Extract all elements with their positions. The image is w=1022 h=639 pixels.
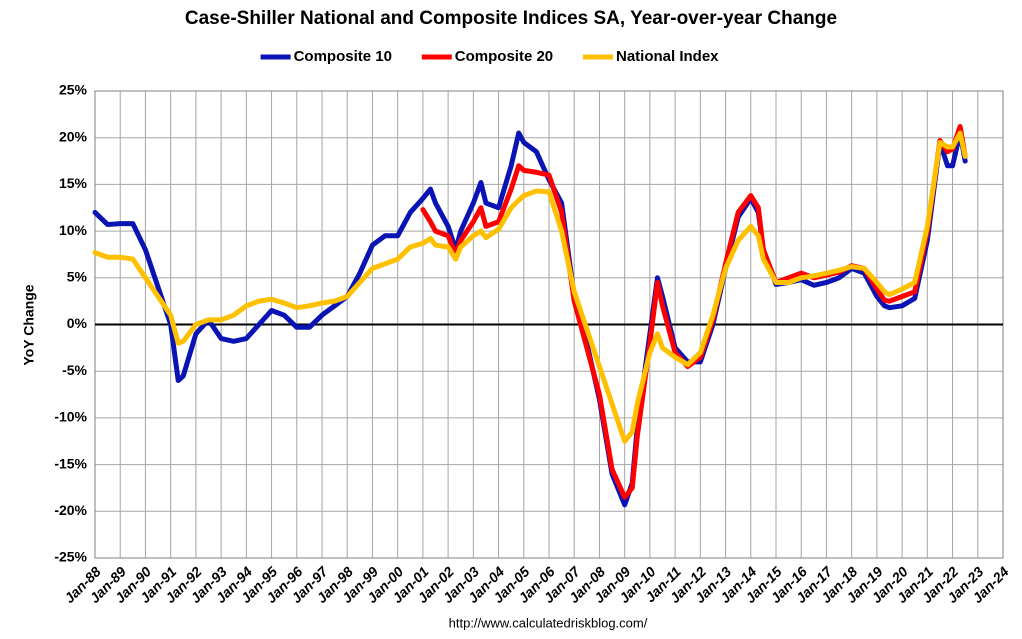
y-tick-label: 0% <box>67 315 88 331</box>
y-tick-label: 20% <box>59 128 88 144</box>
series-line <box>92 130 968 508</box>
y-tick-label: 5% <box>67 269 88 285</box>
y-tick-label: -20% <box>54 502 87 518</box>
y-tick-label: 15% <box>59 175 88 191</box>
y-tick-label: 25% <box>59 82 88 98</box>
y-tick-label: -10% <box>54 409 87 425</box>
legend-label: Composite 10 <box>294 48 392 65</box>
legend-label: National Index <box>616 48 719 65</box>
y-tick-label: -25% <box>54 549 87 565</box>
source: http://www.calculatedriskblog.com/ <box>449 615 648 630</box>
chart-title: Case-Shiller National and Composite Indi… <box>185 8 837 29</box>
y-tick-label: -5% <box>62 362 87 378</box>
y-tick-label: -15% <box>54 455 87 471</box>
y-axis-label: YoY Change <box>21 284 37 365</box>
y-tick-label: 10% <box>59 222 88 238</box>
legend-label: Composite 20 <box>455 48 553 65</box>
series-line <box>92 130 968 444</box>
